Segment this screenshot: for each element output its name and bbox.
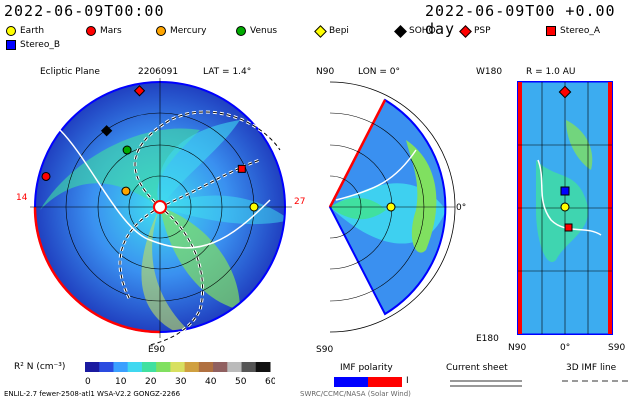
radial-bottom-left: E180 — [476, 334, 499, 344]
meridional-plot: N90 LON = 0° 0° S90 — [316, 67, 466, 355]
colorbar: 0 10 20 30 40 50 60 — [85, 362, 275, 387]
legend-item-bepi: Bepi — [314, 24, 349, 38]
colorbar-segment — [113, 362, 129, 372]
legend-label: PSP — [474, 26, 491, 36]
imf-polarity-sign: I — [406, 376, 409, 386]
current-sheet-swatch — [450, 380, 522, 387]
legend-label: Stereo_A — [560, 26, 600, 36]
ecliptic-date: 2206091 — [138, 67, 178, 77]
ecliptic-title: Ecliptic Plane — [40, 67, 100, 77]
legend-label: SOHO — [409, 26, 436, 36]
ecliptic-marker-earth — [249, 202, 259, 212]
radial-plot: R = 1.0 AU W180 E180 N90 0° S90 — [476, 67, 625, 353]
sun-marker — [153, 200, 167, 214]
radial-title: R = 1.0 AU — [526, 67, 575, 77]
legend-label: Mercury — [170, 26, 207, 36]
legend-item-mars: Mars — [86, 26, 122, 36]
colorbar-tick-label: 30 — [175, 377, 187, 387]
legend-label: Bepi — [329, 26, 349, 36]
colorbar-tick-label: 50 — [235, 377, 247, 387]
header-right-time: 2022-06-09T00 +0.00 day — [425, 2, 616, 38]
imf-line-swatch — [562, 380, 628, 382]
legend-label: Earth — [20, 26, 45, 36]
ecliptic-marker-venus — [122, 145, 132, 155]
imf-line-title: 3D IMF line — [566, 363, 617, 373]
header-left-time: 2022-06-09T00:00 — [4, 2, 165, 20]
legend-item-earth: Earth — [6, 26, 44, 36]
colorbar-segment — [241, 362, 257, 372]
footer-right: SWRC/CCMC/NASA (Solar Wind) — [300, 390, 411, 398]
current-sheet-title: Current sheet — [446, 363, 508, 373]
circle-icon — [236, 26, 246, 36]
radial-bottom-mid: 0° — [560, 343, 570, 353]
colorbar-segment — [227, 362, 243, 372]
colorbar-segment — [99, 362, 114, 372]
circle-icon — [86, 26, 96, 36]
colorbar-segment — [198, 362, 214, 372]
ecliptic-plot: Ecliptic Plane 2206091 LAT = 1.4° E90 27… — [16, 67, 305, 355]
colorbar-tick-label: 10 — [115, 377, 127, 387]
meridional-earth-marker — [386, 202, 396, 212]
ecliptic-marker-psp — [133, 85, 146, 97]
legend-label: Stereo_B — [20, 40, 60, 50]
legend-item-stereo-a: Stereo_A — [546, 26, 600, 36]
legend-item-psp: PSP — [459, 24, 491, 38]
radial-bottom-n: N90 — [508, 343, 526, 353]
meridional-top-left: N90 — [316, 67, 334, 77]
ecliptic-marker-mars — [41, 171, 51, 181]
diamond-icon — [394, 24, 407, 38]
colorbar-segment — [255, 362, 271, 372]
ecliptic-lat: LAT = 1.4° — [203, 67, 251, 77]
colorbar-segment — [127, 362, 143, 372]
legend-label: Venus — [250, 26, 278, 36]
colorbar-segment — [170, 362, 186, 372]
legend-item-soho: SOHO — [394, 24, 436, 38]
colorbar-segment — [156, 362, 171, 372]
square-icon — [546, 26, 556, 36]
radial-earth-marker — [560, 202, 570, 212]
ecliptic-marker-soho — [100, 125, 113, 137]
colorbar-segment — [141, 362, 157, 372]
colorbar-tick-label: 40 — [205, 377, 217, 387]
meridional-right-label: 0° — [456, 203, 466, 213]
circle-icon — [6, 26, 16, 36]
ecliptic-bottom-label: E90 — [148, 345, 165, 355]
ecliptic-left-label: 14 — [16, 193, 28, 203]
ecliptic-right-label: 27 — [294, 197, 305, 207]
footer-left: ENLIL-2.7 fewer-2508-atl1 WSA-V2.2 GONGZ… — [4, 390, 181, 398]
radial-top-left: W180 — [476, 67, 502, 77]
circle-icon — [156, 26, 166, 36]
legend-label: Mars — [100, 26, 122, 36]
radial-psp-marker — [558, 85, 572, 99]
colorbar-segment — [85, 362, 100, 372]
legend-item-stereo-b: Stereo_B — [6, 40, 60, 50]
imf-negative-swatch — [334, 377, 368, 387]
colorbar-label: R² N (cm⁻³) — [14, 362, 66, 372]
radial-bottom-s: S90 — [608, 343, 625, 353]
imf-positive-swatch — [368, 377, 402, 387]
meridional-top-label: LON = 0° — [358, 67, 400, 77]
legend-item-mercury: Mercury — [156, 26, 206, 36]
square-icon — [6, 40, 16, 50]
ecliptic-marker-stereo-a — [237, 164, 246, 173]
diamond-icon — [459, 24, 472, 38]
colorbar-segment — [184, 362, 200, 372]
diamond-icon — [314, 24, 327, 38]
colorbar-tick-label: 20 — [145, 377, 157, 387]
radial-stereo-a-marker — [564, 223, 573, 232]
meridional-bottom-left: S90 — [316, 345, 333, 355]
colorbar-tick-label: 0 — [85, 377, 91, 387]
legend-item-venus: Venus — [236, 26, 277, 36]
colorbar-tick-label: 60 — [265, 377, 275, 387]
ecliptic-marker-mercury — [121, 186, 131, 196]
colorbar-segment — [213, 362, 228, 372]
imf-polarity-title: IMF polarity — [340, 363, 393, 373]
radial-stereo-b-marker — [560, 186, 570, 196]
